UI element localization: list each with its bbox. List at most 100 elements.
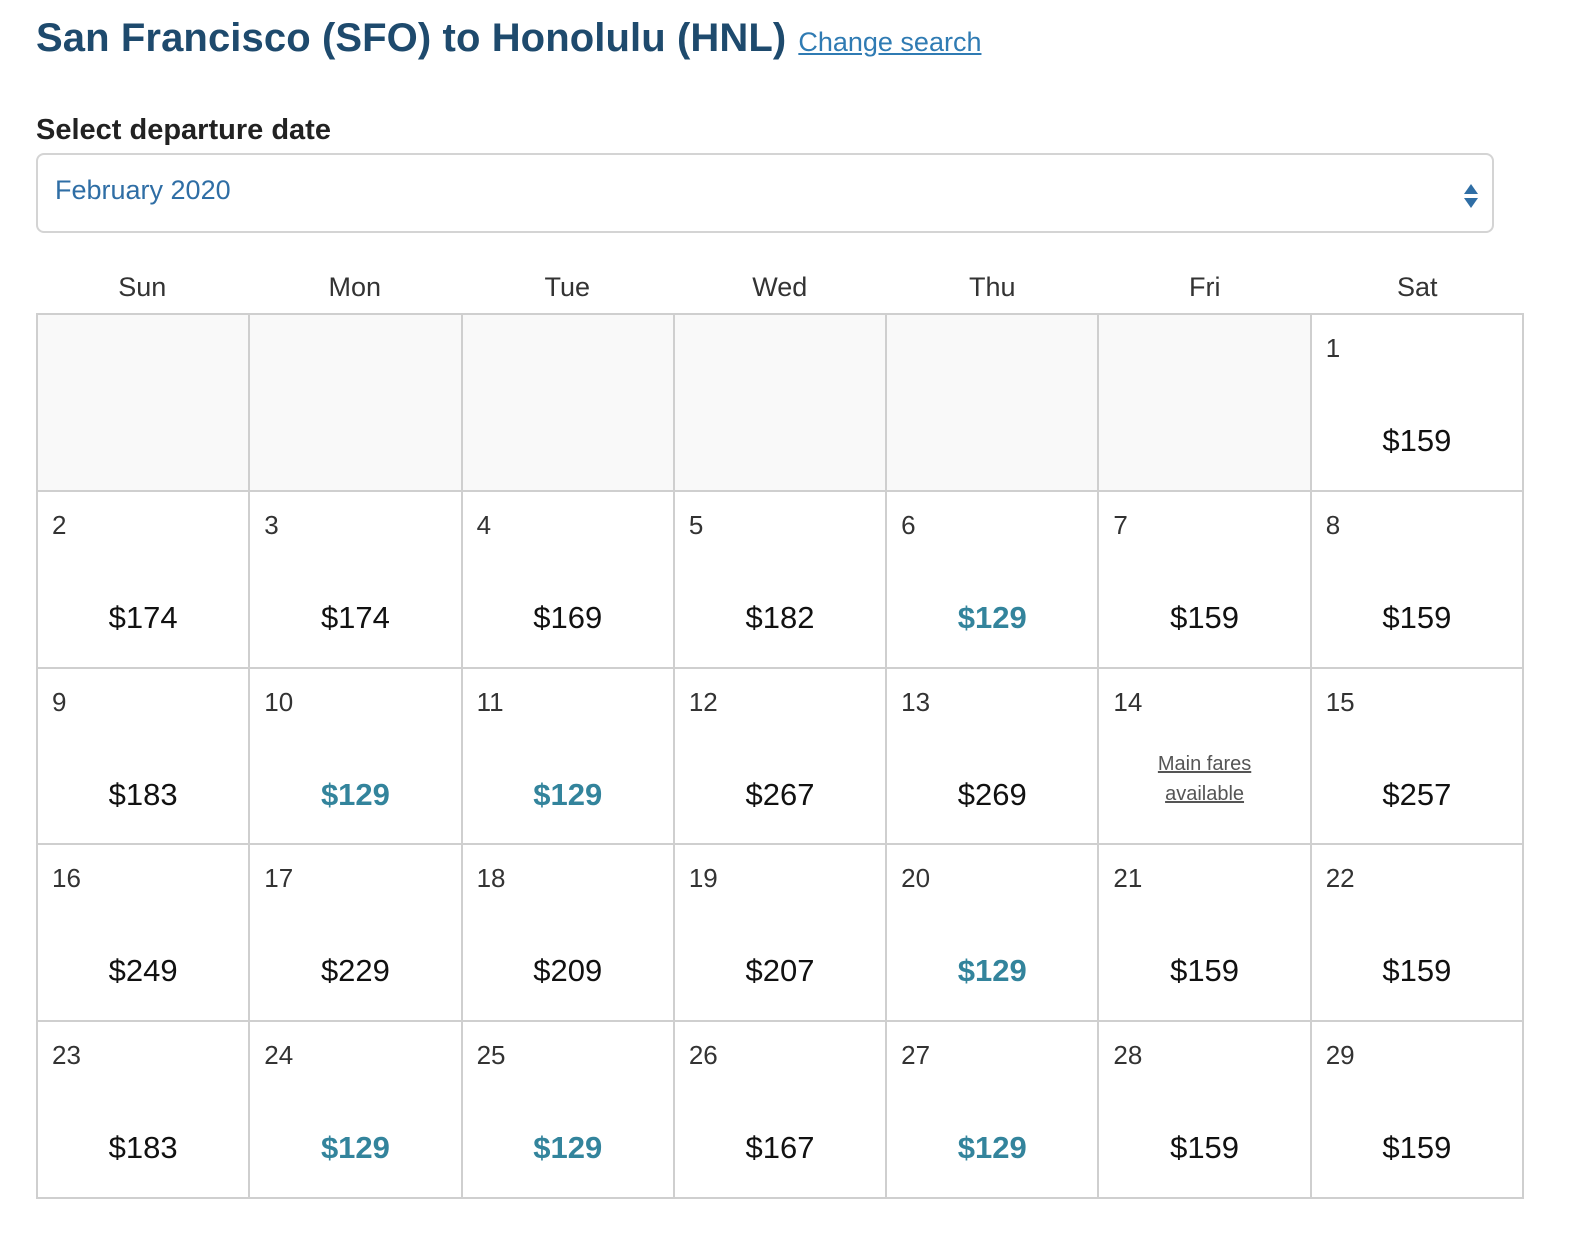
day-cell-10[interactable]: 10 $129 [250,668,463,846]
day-number: 10 [264,686,294,717]
fare-price: $267 [745,776,815,812]
day-cell-1[interactable]: 1 $159 [1311,315,1524,492]
fare-price: $209 [533,953,603,989]
empty-day-cell [674,315,888,492]
fare-price: $159 [1170,1130,1240,1166]
empty-day-cell [462,315,675,492]
day-cell-2[interactable]: 2 $174 [38,491,251,669]
day-cell-22[interactable]: 22 $159 [1311,845,1524,1023]
day-cell-15[interactable]: 15 $257 [1311,668,1524,846]
empty-day-cell [887,315,1100,492]
day-number: 24 [264,1040,294,1071]
day-number: 20 [901,863,931,894]
day-cell-17[interactable]: 17 $229 [250,845,463,1023]
fare-price: $159 [1170,953,1240,989]
lowest-fare-price: $129 [533,1130,603,1166]
fare-price: $249 [108,953,178,989]
fare-price: $183 [108,776,178,812]
day-number: 3 [264,509,279,540]
weekday-wed: Wed [752,272,808,302]
weekday-fri: Fri [1189,272,1221,302]
fare-price: $159 [1382,599,1452,635]
day-cell-23[interactable]: 23 $183 [38,1022,251,1199]
change-search-link[interactable]: Change search [798,27,982,57]
fare-price: $229 [320,953,390,989]
day-cell-9[interactable]: 9 $183 [38,668,251,846]
day-number: 1 [1325,333,1341,363]
day-number: 22 [1325,863,1355,894]
day-number: 21 [1113,863,1143,894]
day-cell-24[interactable]: 24 $129 [250,1022,463,1199]
day-cell-5[interactable]: 5 $182 [674,491,888,669]
fare-price: $159 [1382,953,1452,989]
fare-price: $167 [745,1130,815,1166]
day-cell-8[interactable]: 8 $159 [1311,491,1524,669]
day-cell-14[interactable]: 14 Main fares available [1099,668,1312,846]
lowest-fare-price: $129 [320,776,390,812]
day-number: 28 [1113,1040,1143,1071]
day-number: 25 [476,1040,506,1071]
empty-day-cell [38,315,251,492]
month-select-value: February 2020 [55,175,231,205]
day-cell-3[interactable]: 3 $174 [250,491,463,669]
day-cell-12[interactable]: 12 $267 [674,668,888,846]
day-cell-21[interactable]: 21 $159 [1099,845,1312,1023]
day-cell-6[interactable]: 6 $129 [887,491,1100,669]
day-number: 2 [52,509,67,540]
day-cell-7[interactable]: 7 $159 [1099,491,1312,669]
month-select[interactable]: February 2020 [36,153,1494,233]
weekday-sun: Sun [118,272,167,302]
lowest-fare-price: $129 [957,599,1027,635]
day-cell-4[interactable]: 4 $169 [462,491,675,669]
day-number: 8 [1325,509,1341,540]
main-fares-available-link[interactable]: Main fares available [1157,752,1252,805]
day-cell-26[interactable]: 26 $167 [674,1022,888,1199]
fare-price: $257 [1382,776,1452,812]
day-cell-19[interactable]: 19 $207 [674,845,888,1023]
day-cell-16[interactable]: 16 $249 [38,845,251,1023]
weekday-tue: Tue [544,272,591,302]
day-number: 19 [688,863,718,894]
day-cell-28[interactable]: 28 $159 [1099,1022,1312,1199]
calendar-grid: 1 $159 2 $174 3 $174 4 $169 5 $182 6 $129 7 $159 8 $159… [36,313,1524,1199]
day-cell-13[interactable]: 13 $269 [887,668,1100,846]
route-title: San Francisco (SFO) to Honolulu (HNL) [36,16,787,60]
fare-price: $169 [533,599,603,635]
fare-price: $159 [1382,1130,1452,1166]
day-number: 7 [1113,509,1128,540]
fare-price: $183 [108,1130,178,1166]
day-cell-27[interactable]: 27 $129 [887,1022,1100,1199]
day-cell-20[interactable]: 20 $129 [887,845,1100,1023]
lowest-fare-price: $129 [957,1130,1027,1166]
day-number: 18 [476,863,506,894]
fare-price: $159 [1382,423,1452,458]
day-number: 26 [688,1040,718,1071]
day-number: 29 [1325,1040,1355,1071]
fare-price: $174 [320,599,390,635]
weekday-header-row: Sun Mon Tue Wed Thu Fri Sat [36,272,1524,303]
empty-day-cell [1099,315,1312,492]
day-number: 5 [688,509,704,540]
day-cell-18[interactable]: 18 $209 [462,845,675,1023]
day-number: 17 [264,863,294,894]
departure-date-label: Select departure date [36,114,331,146]
day-cell-29[interactable]: 29 $159 [1311,1022,1524,1199]
lowest-fare-price: $129 [957,953,1027,989]
page-header: San Francisco (SFO) to Honolulu (HNL) Ch… [36,16,981,61]
day-number: 4 [476,509,492,540]
empty-day-cell [250,315,463,492]
weekday-thu: Thu [968,272,1016,302]
day-cell-25[interactable]: 25 $129 [462,1022,675,1199]
select-arrows-icon [1464,184,1478,208]
weekday-sat: Sat [1396,272,1438,302]
day-cell-11[interactable]: 11 $129 [462,668,675,846]
fare-price: $174 [108,599,178,635]
lowest-fare-price: $129 [533,776,603,812]
fare-price: $207 [745,953,815,989]
day-number: 6 [901,509,916,540]
lowest-fare-price: $129 [320,1130,390,1166]
weekday-mon: Mon [328,272,382,302]
day-number: 9 [52,686,67,717]
day-number: 27 [901,1040,931,1071]
day-number: 15 [1325,686,1355,717]
